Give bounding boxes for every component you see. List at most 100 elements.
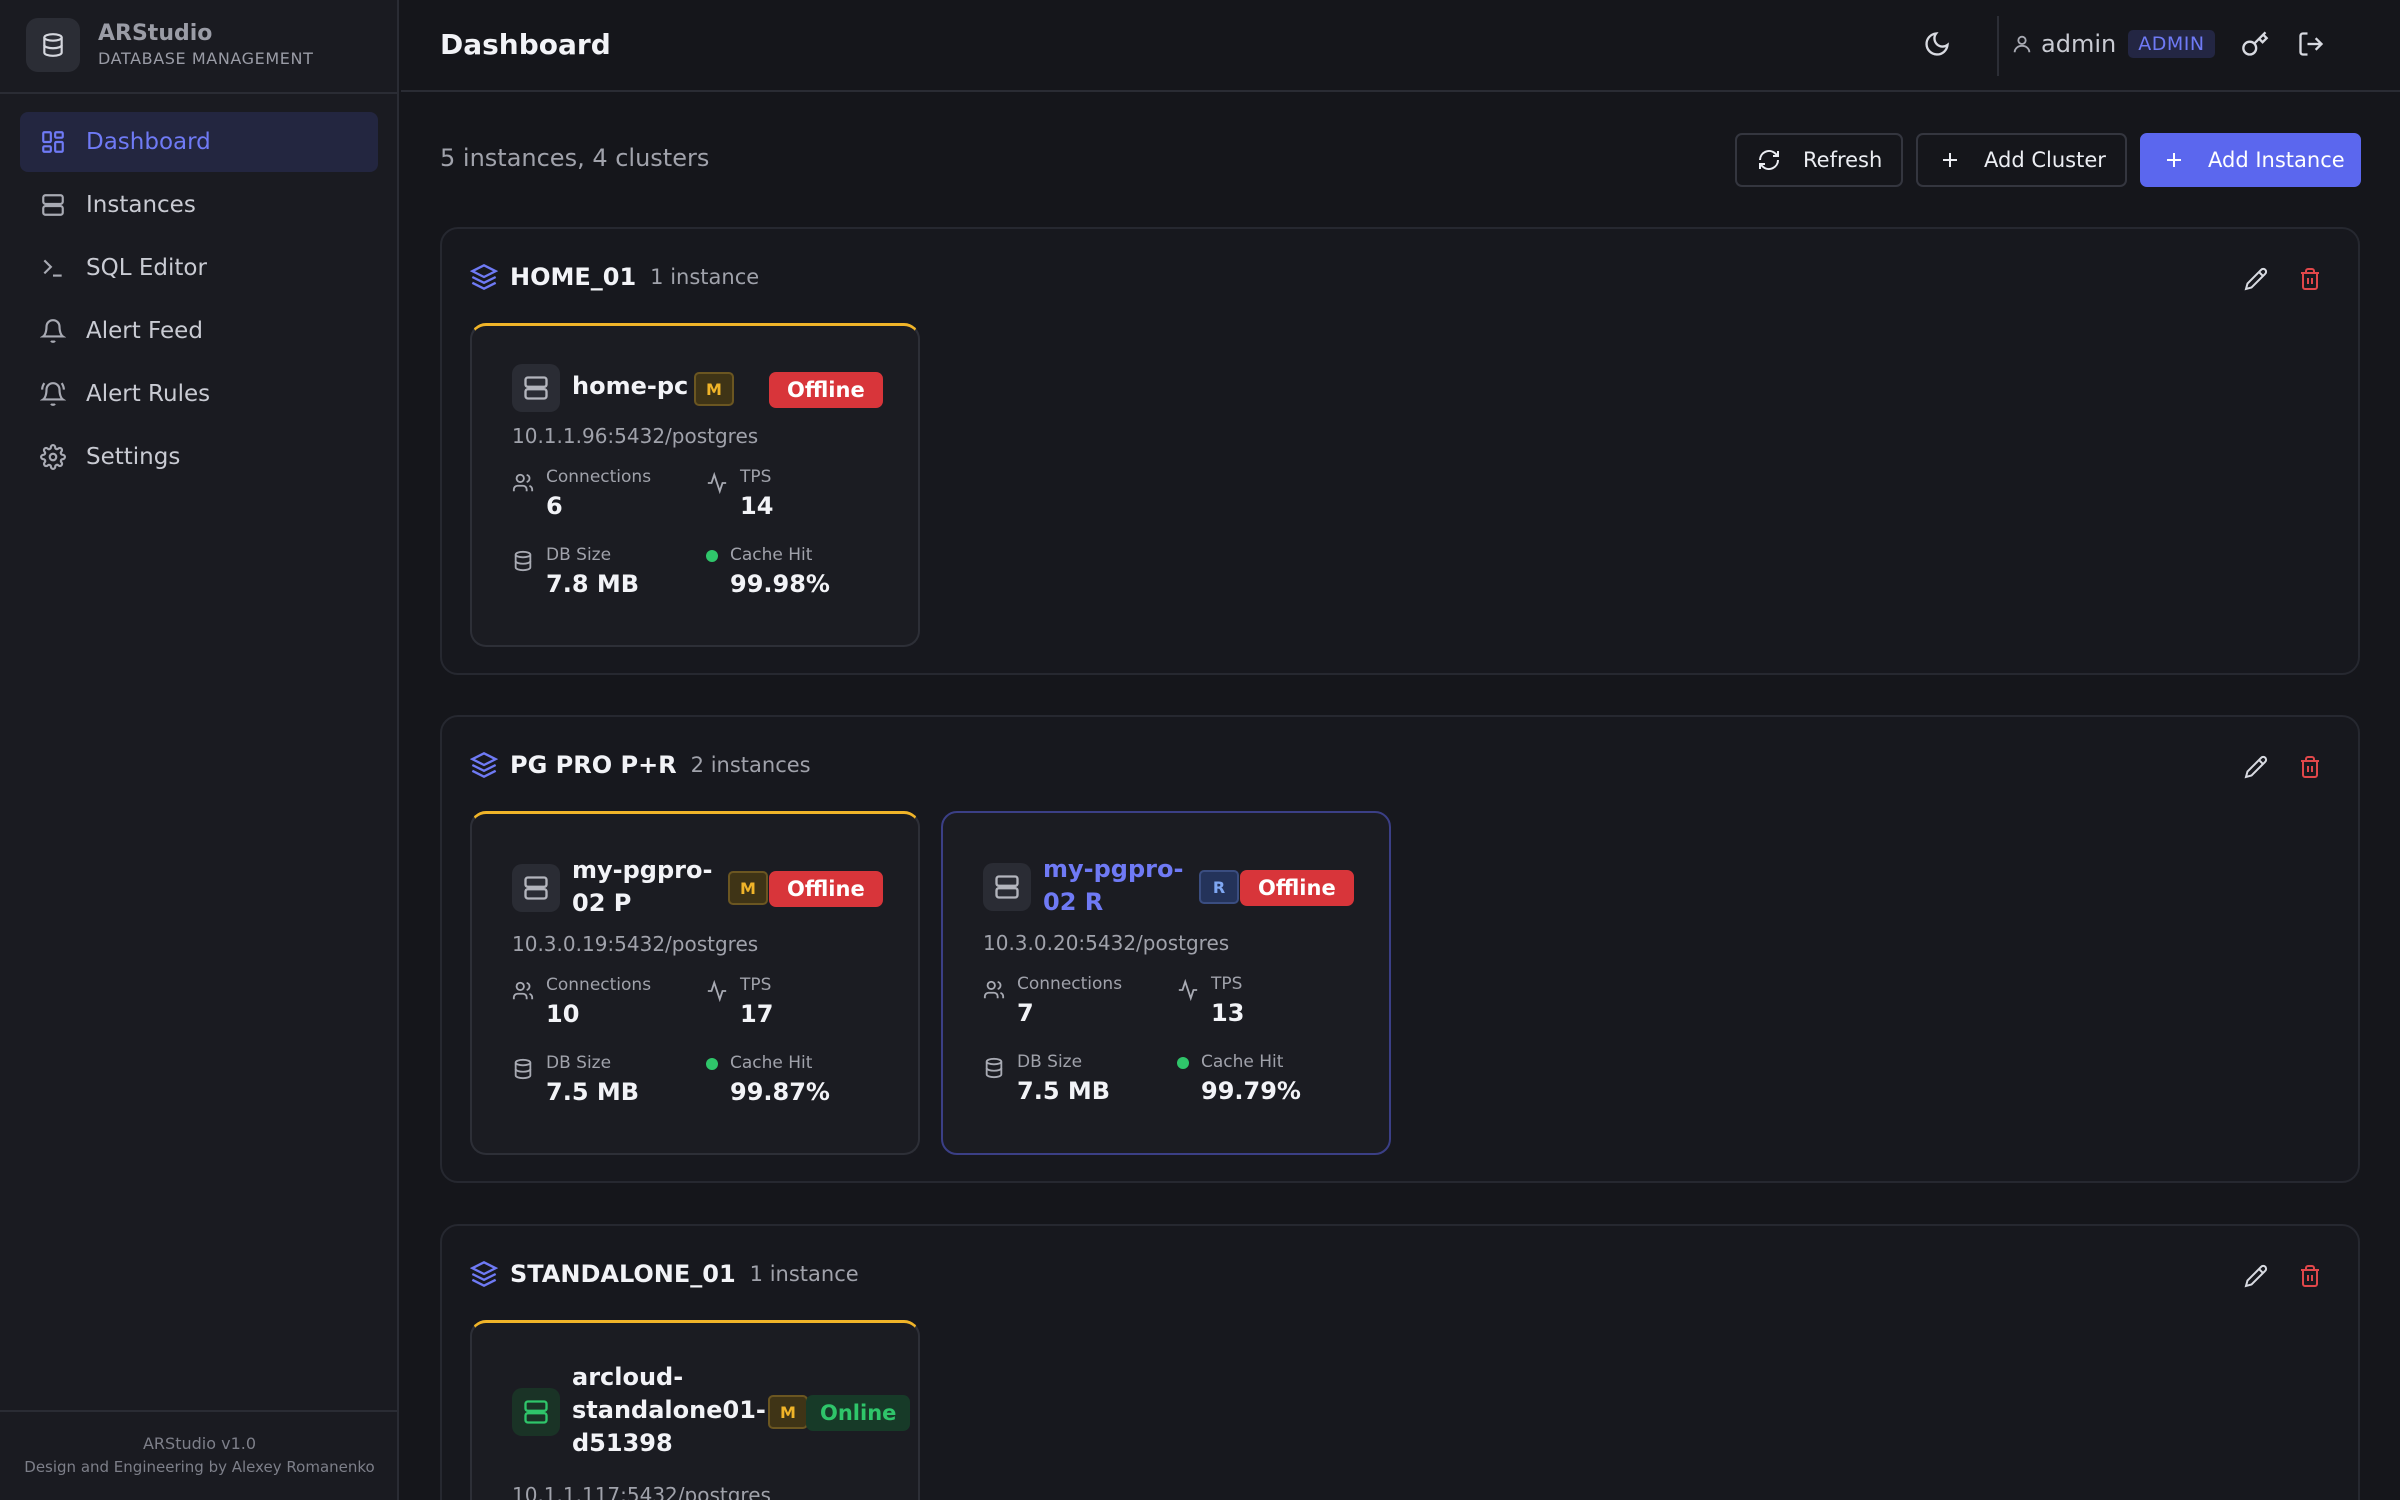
add-cluster-button[interactable]: Add Cluster <box>1916 133 2127 187</box>
cluster-header: HOME_01 1 instance <box>470 263 759 291</box>
page-title: Dashboard <box>440 28 611 61</box>
activity-icon <box>706 980 728 1002</box>
status-badge: Offline <box>1240 870 1354 906</box>
gear-icon <box>40 444 66 470</box>
instance-address: 10.1.1.117:5432/postgres <box>512 1483 771 1500</box>
instance-name-line: 02 P <box>572 889 632 917</box>
instance-name: my-pgpro- 02 R <box>1043 853 1183 919</box>
database-icon <box>983 1057 1005 1079</box>
instance-name-line: 02 R <box>1043 888 1104 916</box>
delete-cluster-trash-icon[interactable] <box>2298 1264 2322 1288</box>
sidebar-footer: ARStudio v1.0 Design and Engineering by … <box>0 1410 399 1500</box>
users-icon <box>983 979 1005 1001</box>
sidebar-item-label: Alert Rules <box>86 381 211 407</box>
metric-label: TPS <box>740 467 772 487</box>
cluster-header: PG PRO P+R 2 instances <box>470 751 811 779</box>
cluster-instance-count: 2 instances <box>690 753 811 777</box>
app-version: ARStudio v1.0 <box>142 1434 257 1453</box>
instance-card-my-pgpro-02-p[interactable]: my-pgpro- 02 P M Offline 10.3.0.19:5432/… <box>470 811 920 1155</box>
sidebar-item-dashboard[interactable]: Dashboard <box>20 112 378 172</box>
user-info: admin ADMIN <box>2011 30 2215 58</box>
add-instance-button[interactable]: Add Instance <box>2140 133 2361 187</box>
cluster-header: STANDALONE_01 1 instance <box>470 1260 859 1288</box>
instance-address: 10.1.1.96:5432/postgres <box>512 424 759 448</box>
sidebar-item-alert-rules[interactable]: Alert Rules <box>20 364 378 424</box>
metric-label: Connections <box>546 467 652 487</box>
sidebar-item-alert-feed[interactable]: Alert Feed <box>20 301 378 361</box>
cache-hit-value: 99.87% <box>730 1078 830 1106</box>
add-cluster-label: Add Cluster <box>1984 148 2106 172</box>
db-size-value: 7.5 MB <box>1017 1077 1111 1105</box>
cache-hit-value: 99.98% <box>730 570 830 598</box>
edit-cluster-pencil-icon[interactable] <box>2244 267 2268 291</box>
instance-card-my-pgpro-02-r[interactable]: my-pgpro- 02 R R Offline 10.3.0.20:5432/… <box>941 811 1391 1155</box>
brand-name: ARStudio <box>98 21 213 46</box>
cluster-name: STANDALONE_01 <box>510 1260 736 1288</box>
edit-cluster-pencil-icon[interactable] <box>2244 755 2268 779</box>
cluster-instance-count: 1 instance <box>650 265 760 289</box>
connections-value: 6 <box>546 492 563 520</box>
dashboard-icon <box>40 129 66 155</box>
metric-label: DB Size <box>546 545 612 565</box>
connections-value: 7 <box>1017 999 1034 1027</box>
server-icon <box>512 364 560 412</box>
user-icon <box>2011 33 2033 55</box>
plus-icon <box>1938 148 1962 172</box>
cluster-name: HOME_01 <box>510 263 637 291</box>
plus-icon <box>2162 148 2186 172</box>
metric-label: TPS <box>1211 974 1243 994</box>
status-dot-icon <box>1177 1057 1189 1069</box>
bell-icon <box>40 318 66 344</box>
instance-name-line: my-pgpro- <box>572 856 713 884</box>
cluster-card: HOME_01 1 instance home-pc M Offline 10.… <box>440 227 2360 675</box>
logout-icon[interactable] <box>2297 30 2327 60</box>
terminal-icon <box>40 255 66 281</box>
layers-icon <box>470 263 498 291</box>
instance-name: home-pc <box>572 372 689 400</box>
sidebar-item-label: Settings <box>86 444 181 470</box>
metric-db-size: DB Size 7.5 MB <box>512 1052 639 1110</box>
activity-icon <box>1177 979 1199 1001</box>
metric-label: DB Size <box>1017 1052 1083 1072</box>
refresh-button[interactable]: Refresh <box>1735 133 1903 187</box>
metric-connections: Connections 6 <box>512 466 651 524</box>
sidebar-item-instances[interactable]: Instances <box>20 175 378 235</box>
sidebar-item-label: Dashboard <box>86 129 211 155</box>
theme-toggle-moon-icon[interactable] <box>1923 30 1953 60</box>
sidebar-item-sql-editor[interactable]: SQL Editor <box>20 238 378 298</box>
layers-icon <box>470 1260 498 1288</box>
layers-icon <box>470 751 498 779</box>
instance-card-home-pc[interactable]: home-pc M Offline 10.1.1.96:5432/postgre… <box>470 323 920 647</box>
delete-cluster-trash-icon[interactable] <box>2298 755 2322 779</box>
instance-card-arcloud-standalone01[interactable]: arcloud- standalone01- d51398 M Online 1… <box>470 1320 920 1500</box>
metric-cache-hit: Cache Hit 99.87% <box>706 1052 830 1110</box>
sidebar-item-label: Alert Feed <box>86 318 203 344</box>
tps-value: 17 <box>740 1000 774 1028</box>
users-icon <box>512 980 534 1002</box>
metric-tps: TPS 17 <box>706 974 773 1032</box>
cluster-instance-count: 1 instance <box>749 1262 859 1286</box>
status-badge: Offline <box>769 372 883 408</box>
tps-value: 14 <box>740 492 774 520</box>
status-badge: Offline <box>769 871 883 907</box>
sidebar-item-settings[interactable]: Settings <box>20 427 378 487</box>
connections-value: 10 <box>546 1000 580 1028</box>
role-tag-replica: R <box>1199 870 1239 904</box>
db-size-value: 7.8 MB <box>546 570 640 598</box>
refresh-icon <box>1757 148 1781 172</box>
database-icon <box>512 1058 534 1080</box>
key-icon[interactable] <box>2241 30 2271 60</box>
cluster-card: STANDALONE_01 1 instance arcloud- standa… <box>440 1224 2360 1500</box>
instance-name-line: arcloud- <box>572 1363 684 1391</box>
sidebar-item-label: Instances <box>86 192 196 218</box>
server-icon <box>512 1388 560 1436</box>
edit-cluster-pencil-icon[interactable] <box>2244 1264 2268 1288</box>
delete-cluster-trash-icon[interactable] <box>2298 267 2322 291</box>
instance-name-line: standalone01- <box>572 1396 766 1424</box>
summary-text: 5 instances, 4 clusters <box>440 144 710 172</box>
instance-name-line: my-pgpro- <box>1043 855 1184 883</box>
sidebar-divider <box>0 92 399 94</box>
server-icon <box>40 192 66 218</box>
refresh-label: Refresh <box>1803 148 1883 172</box>
instance-address: 10.3.0.19:5432/postgres <box>512 932 759 956</box>
